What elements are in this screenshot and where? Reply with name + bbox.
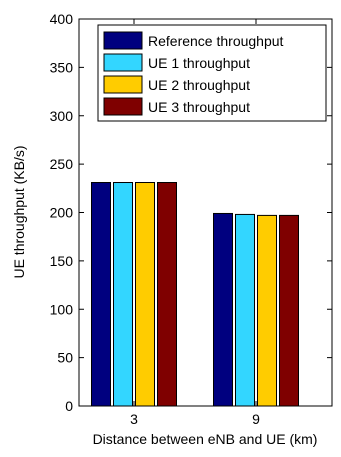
y-tick-label: 400 <box>50 11 74 27</box>
x-axis-label: Distance between eNB and UE (km) <box>93 431 318 447</box>
legend-label-1: Reference throughput <box>148 33 284 49</box>
bars-layer <box>91 182 299 407</box>
x-tick-label: 9 <box>252 411 260 427</box>
bar-9-series-2 <box>235 213 255 407</box>
y-tick-label: 300 <box>50 108 74 124</box>
bar-9-series-1 <box>213 212 233 407</box>
legend-label-3: UE 2 throughput <box>148 77 250 93</box>
bar-3-series-1 <box>91 182 111 407</box>
legend-swatch-3 <box>103 75 143 94</box>
legend-swatch-4 <box>103 97 143 116</box>
ticks-layer: 0 50 100 150 200 250 300 350 400 3 9 <box>50 11 332 427</box>
legend-swatch-1 <box>103 31 143 50</box>
y-tick-label: 250 <box>50 156 74 172</box>
legend-swatch-2 <box>103 53 143 72</box>
y-tick-label: 150 <box>50 253 74 269</box>
y-axis-label: UE throughput (KB/s) <box>11 145 27 278</box>
x-tick-label: 3 <box>130 411 138 427</box>
y-tick-label: 0 <box>65 398 73 414</box>
bar-3-series-3 <box>135 182 155 407</box>
y-tick-label: 350 <box>50 59 74 75</box>
legend: Reference throughput UE 1 throughput UE 2 … <box>97 24 327 122</box>
bar-3-series-4 <box>157 182 177 407</box>
bar-9-series-3 <box>257 214 277 407</box>
bar-9-series-4 <box>279 214 299 407</box>
bar-3-series-2 <box>113 182 133 407</box>
legend-label-2: UE 1 throughput <box>148 55 250 71</box>
y-tick-label: 100 <box>50 301 74 317</box>
legend-label-4: UE 3 throughput <box>148 99 250 115</box>
y-tick-label: 50 <box>57 350 73 366</box>
y-tick-label: 200 <box>50 205 74 221</box>
